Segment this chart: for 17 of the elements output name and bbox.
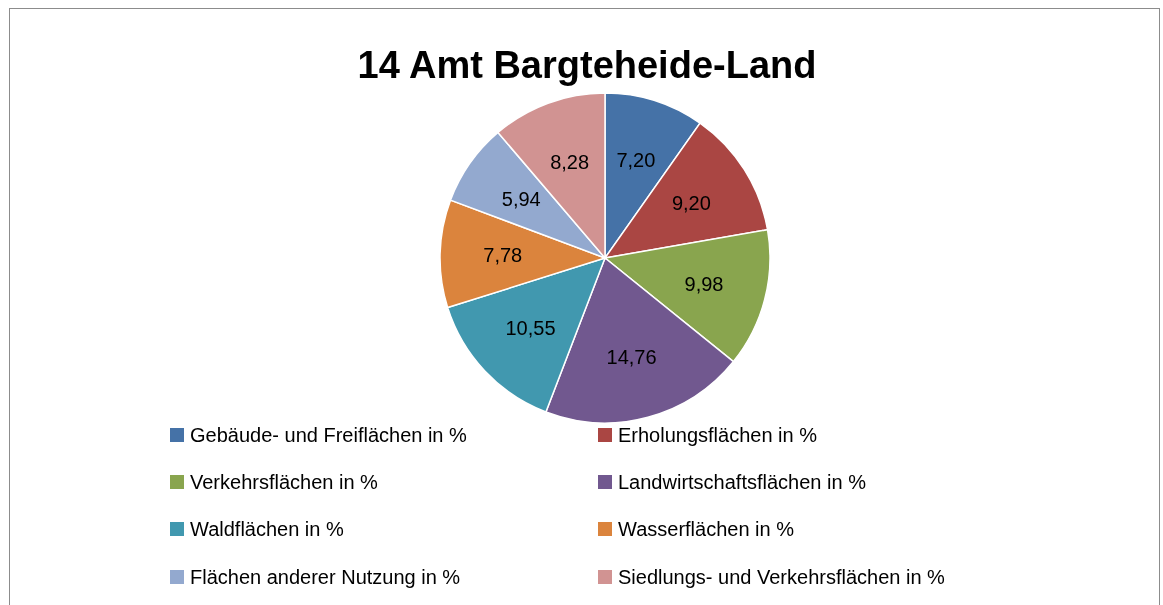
data-label: 10,55 xyxy=(505,317,556,340)
data-label: 7,20 xyxy=(616,149,656,172)
data-label: 9,98 xyxy=(684,272,724,295)
data-label: 7,78 xyxy=(483,244,523,267)
legend-label: Wasserflächen in % xyxy=(618,518,795,540)
legend-label: Erholungsflächen in % xyxy=(618,424,818,446)
legend-label: Siedlungs- und Verkehrsflächen in % xyxy=(618,566,946,588)
chart-title: 14 Amt Bargteheide-Land xyxy=(357,44,817,86)
legend-label: Gebäude- und Freiflächen in % xyxy=(190,424,468,446)
legend-label: Waldflächen in % xyxy=(190,518,344,540)
data-label: 5,94 xyxy=(501,188,541,211)
data-label: 14,76 xyxy=(606,345,657,368)
legend-label: Flächen anderer Nutzung in % xyxy=(190,566,461,588)
legend-label: Landwirtschaftsflächen in % xyxy=(618,471,867,493)
data-label: 8,28 xyxy=(550,151,590,174)
legend-label: Verkehrsflächen in % xyxy=(190,471,379,493)
data-label: 9,20 xyxy=(671,192,711,215)
